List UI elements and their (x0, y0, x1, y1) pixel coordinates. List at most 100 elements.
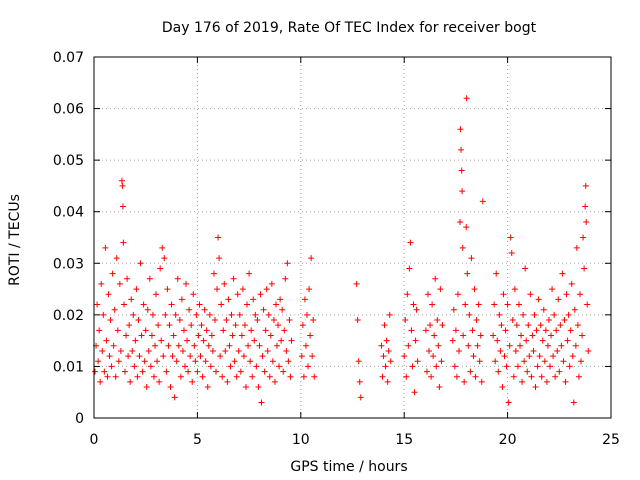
data-point (451, 363, 458, 370)
data-point (145, 347, 152, 354)
data-point (104, 373, 111, 380)
data-point (534, 363, 541, 370)
data-point (404, 291, 411, 298)
data-point (554, 347, 561, 354)
data-point (95, 358, 102, 365)
data-point (130, 311, 137, 318)
data-point (499, 384, 506, 391)
data-point (154, 358, 161, 365)
data-point (239, 286, 246, 293)
data-point (120, 301, 127, 308)
data-point (166, 322, 173, 329)
data-point (211, 317, 218, 324)
data-point (309, 353, 316, 360)
data-point (407, 239, 414, 246)
data-point (503, 363, 510, 370)
data-point (505, 399, 512, 406)
y-tick-label: 0.01 (53, 359, 84, 375)
data-point (424, 291, 431, 298)
data-point (556, 368, 563, 375)
data-point (495, 368, 502, 375)
data-point (381, 322, 388, 329)
data-point (533, 327, 540, 334)
data-point (213, 368, 220, 375)
data-point (221, 280, 228, 287)
data-point (178, 296, 185, 303)
data-point (137, 260, 144, 267)
x-tick-label: 20 (499, 432, 517, 448)
data-point (118, 177, 125, 184)
data-point (490, 332, 497, 339)
data-point (458, 167, 465, 174)
data-point (219, 373, 226, 380)
data-point (468, 255, 475, 262)
data-point (200, 337, 207, 344)
data-point (134, 373, 141, 380)
data-point (143, 384, 150, 391)
data-point (132, 337, 139, 344)
data-point (501, 353, 508, 360)
data-point (262, 327, 269, 334)
data-point (157, 265, 164, 272)
data-point (502, 327, 509, 334)
data-point (278, 337, 285, 344)
data-point (539, 337, 546, 344)
data-point (274, 342, 281, 349)
data-point (250, 296, 257, 303)
data-point (208, 332, 215, 339)
data-point (561, 317, 568, 324)
data-point (426, 347, 433, 354)
data-point (205, 342, 212, 349)
data-point (162, 311, 169, 318)
data-point (582, 182, 589, 189)
data-point (264, 347, 271, 354)
data-point (114, 327, 121, 334)
data-point (408, 327, 415, 334)
data-point (401, 353, 408, 360)
data-point (155, 322, 162, 329)
data-point (98, 280, 105, 287)
data-point (522, 265, 529, 272)
data-point (161, 255, 168, 262)
data-point (282, 275, 289, 282)
data-point (120, 239, 127, 246)
data-point (173, 358, 180, 365)
y-tick-label: 0.03 (53, 256, 84, 272)
data-point (238, 332, 245, 339)
data-point (169, 353, 176, 360)
data-point (147, 363, 154, 370)
data-point (504, 301, 511, 308)
data-point (156, 378, 163, 385)
x-tick-label: 0 (90, 432, 99, 448)
data-point (115, 358, 122, 365)
data-point (140, 301, 147, 308)
data-point (310, 317, 317, 324)
data-point (582, 203, 589, 210)
data-point (571, 306, 578, 313)
data-point (579, 332, 586, 339)
data-point (538, 373, 545, 380)
data-point (165, 342, 172, 349)
data-point (146, 275, 153, 282)
data-point (514, 363, 521, 370)
data-point (234, 291, 241, 298)
data-point (191, 342, 198, 349)
data-point (454, 291, 461, 298)
data-point (578, 358, 585, 365)
data-point (301, 296, 308, 303)
data-point (562, 378, 569, 385)
data-point (506, 342, 513, 349)
data-point (576, 291, 583, 298)
data-point (249, 373, 256, 380)
data-point (246, 270, 253, 277)
y-tick-label: 0.06 (53, 102, 84, 118)
data-point (466, 311, 473, 318)
x-tick-label: 10 (292, 432, 310, 448)
data-point (176, 317, 183, 324)
data-point (402, 317, 409, 324)
data-point (152, 342, 159, 349)
data-point (252, 311, 259, 318)
data-point (203, 327, 210, 334)
data-point (479, 198, 486, 205)
data-point (526, 353, 533, 360)
